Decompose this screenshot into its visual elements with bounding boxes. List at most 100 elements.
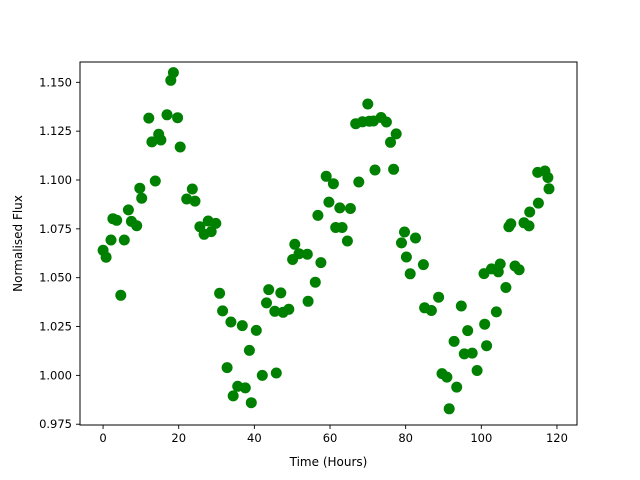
data-point [283,303,295,315]
data-point [524,206,536,218]
y-axis-ticks: 0.975 1.000 1.025 1.050 1.075 1.100 1.125 1.150 [39,75,80,431]
data-point [105,234,117,246]
data-point [505,218,517,230]
data-point [189,195,201,207]
data-point [239,382,251,394]
data-point [131,220,143,232]
x-tick-label: 0 [99,431,106,445]
y-tick-label: 1.000 [39,368,72,382]
data-point [217,305,229,317]
data-point [146,136,158,148]
data-point [353,176,365,188]
y-tick-label: 1.025 [39,320,72,334]
data-point [167,67,179,79]
data-point [471,365,483,376]
data-point [236,320,248,332]
data-point [494,258,506,270]
data-point [315,257,327,269]
data-point [293,248,305,260]
data-point [225,316,237,328]
data-point [388,163,400,175]
data-point [275,287,287,299]
data-point [309,276,321,288]
x-tick-label: 20 [171,431,186,445]
data-point [174,141,186,153]
data-point [417,259,429,271]
data-point [481,340,493,352]
data-point [122,204,134,216]
data-point [410,232,421,244]
plot-area [79,61,578,426]
data-point [455,300,467,312]
data-point [221,362,233,374]
data-point [134,182,146,194]
data-point [327,178,339,190]
data-point [214,287,226,299]
data-point [100,251,112,263]
data-point [312,209,324,221]
data-point [341,235,353,247]
data-point [390,128,402,140]
data-point [523,220,535,232]
data-point [205,226,217,238]
data-point [344,203,356,214]
data-point [462,325,474,337]
data-point [404,268,416,280]
data-point [172,112,184,124]
data-point [334,202,346,214]
data-point [400,251,412,263]
data-point [399,226,410,238]
x-axis-label: Time (Hours) [289,455,368,469]
data-point [301,248,313,260]
x-tick-label: 100 [470,431,492,445]
data-point [433,291,445,303]
data-point [336,222,348,233]
data-point [425,305,437,316]
data-point [181,193,193,205]
data-point [149,175,161,187]
y-tick-label: 1.100 [39,173,72,187]
x-tick-label: 80 [398,431,413,445]
data-point [380,116,392,128]
data-point [210,217,222,229]
data-point [369,164,381,176]
y-axis-label: Normalised Flux [11,195,25,292]
data-point [115,289,127,301]
data-point [245,397,257,409]
data-point [118,234,130,246]
data-point [155,134,167,146]
data-point [263,284,275,296]
data-point [320,170,332,182]
x-axis-ticks: 0 20 40 60 80 100 120 [99,425,568,445]
data-point [161,109,173,121]
data-point [532,197,544,209]
data-point [385,136,396,148]
data-point [458,348,470,360]
data-point [451,381,463,393]
data-point [323,196,335,208]
x-tick-label: 60 [323,431,338,445]
data-point [256,369,268,381]
x-tick-label: 120 [546,431,568,445]
y-tick-label: 1.050 [39,271,72,285]
data-point [302,295,314,307]
y-tick-label: 0.975 [39,417,72,431]
data-point [136,192,148,204]
data-point [466,347,478,359]
data-point [261,297,272,309]
y-tick-label: 1.075 [39,222,72,236]
data-point [227,390,239,402]
data-point [243,344,255,356]
data-point [448,335,460,347]
data-point [270,367,282,379]
data-point [250,324,262,336]
data-point [542,172,554,183]
data-point [396,237,407,249]
data-point [269,305,281,317]
data-point [143,112,155,124]
data-point [441,371,453,383]
data-point [111,214,123,226]
data-point [186,183,198,195]
data-point [500,282,512,293]
